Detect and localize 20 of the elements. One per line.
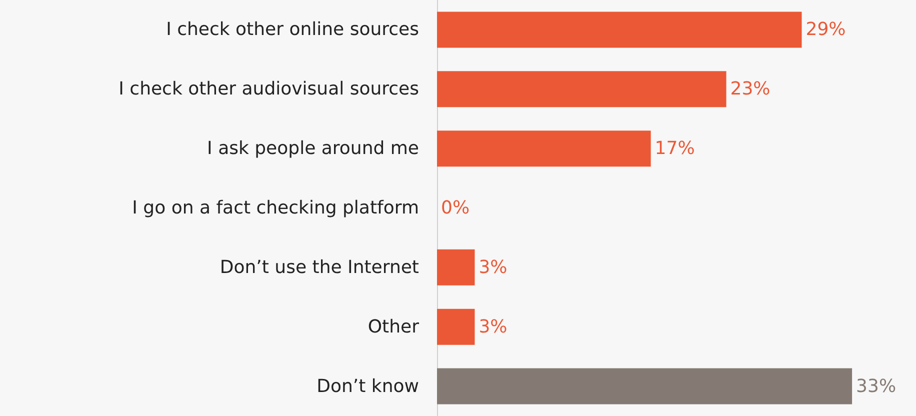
data-label: 23% bbox=[730, 78, 770, 100]
y-tick-label: I ask people around me bbox=[207, 138, 419, 160]
y-tick-label: Don’t know bbox=[316, 376, 419, 397]
y-tick-label: Other bbox=[368, 316, 420, 338]
bar bbox=[437, 71, 726, 108]
bar bbox=[437, 368, 852, 404]
bar bbox=[437, 308, 475, 345]
bar bbox=[437, 249, 475, 286]
y-tick-label: I go on a fact checking platform bbox=[132, 198, 419, 218]
data-label: 3% bbox=[478, 316, 508, 338]
data-label: 29% bbox=[806, 19, 846, 40]
bar bbox=[437, 12, 802, 48]
bar bbox=[437, 130, 651, 167]
y-tick-label: I check other audiovisual sources bbox=[118, 78, 419, 100]
y-tick-label: Don’t use the Internet bbox=[220, 256, 419, 278]
data-label: 17% bbox=[654, 138, 695, 160]
y-tick-label: I check other online sources bbox=[166, 19, 419, 40]
data-label: 0% bbox=[441, 198, 470, 218]
data-label: 33% bbox=[856, 376, 896, 397]
data-label: 3% bbox=[478, 256, 508, 278]
